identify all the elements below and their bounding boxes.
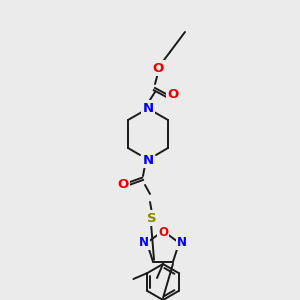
Text: O: O (158, 226, 168, 239)
Text: O: O (152, 61, 164, 74)
Text: N: N (142, 101, 154, 115)
Text: N: N (142, 154, 154, 166)
Text: S: S (147, 212, 157, 224)
Text: N: N (177, 236, 187, 249)
Text: O: O (167, 88, 178, 101)
Text: O: O (117, 178, 129, 191)
Text: N: N (139, 236, 149, 249)
